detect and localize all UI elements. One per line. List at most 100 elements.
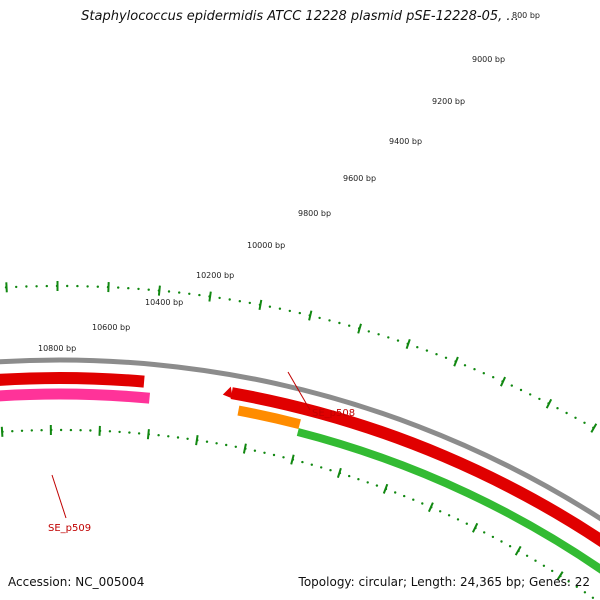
tick-label-partial: 800 bp: [512, 11, 540, 20]
inner-ruler-tick: [0, 426, 4, 437]
ruler-dot: [510, 384, 513, 387]
ruler-dot: [127, 287, 130, 290]
inner-ruler-dot: [167, 435, 170, 438]
inner-ruler-dot: [439, 510, 442, 513]
ruler-tick: [308, 310, 313, 321]
ruler-dot: [137, 287, 140, 291]
inner-ruler-dot: [421, 502, 424, 505]
inner-ruler-dot: [128, 431, 131, 434]
orf-arc-pink[interactable]: [0, 388, 151, 486]
gene-arrow-head: [222, 386, 233, 399]
inner-ruler-dot: [567, 580, 570, 583]
ruler-dot: [66, 284, 69, 288]
ruler-dot: [435, 353, 438, 356]
inner-ruler-tick: [556, 571, 564, 581]
inner-ruler-dot: [500, 540, 503, 543]
orf-arc-green[interactable]: [296, 428, 600, 585]
ruler-dot: [574, 416, 577, 419]
inner-ruler-dot: [551, 569, 554, 573]
inner-ruler-dot: [118, 430, 121, 434]
gene-label-se-p508[interactable]: SE_p508: [312, 408, 355, 419]
ruler-dot: [198, 293, 201, 297]
gene-label-leader-se-p508: [287, 371, 311, 411]
ruler-dot: [218, 296, 221, 300]
ruler-tick: [357, 323, 362, 334]
accession-text: Accession: NC_005004: [8, 575, 145, 589]
ruler-tick: [5, 282, 8, 293]
ruler-dot: [248, 301, 251, 305]
inner-ruler-dot: [253, 449, 257, 452]
inner-ruler-dots: [0, 424, 595, 599]
inner-ruler-dot: [591, 596, 595, 599]
orf-arc-orange[interactable]: [237, 405, 301, 430]
inner-ruler-dot: [583, 591, 587, 594]
ruler-dot: [117, 286, 120, 289]
inner-ruler-dot: [176, 436, 180, 439]
inner-ruler-dot: [456, 518, 460, 521]
inner-ruler-dot: [525, 554, 529, 557]
ruler-dot: [444, 356, 448, 359]
ruler-tick-labels: 9000 bp 9200 bp 9400 bp 9600 bp 9800 bp …: [38, 11, 540, 353]
ruler-dot: [96, 285, 100, 288]
ruler-dot: [473, 368, 476, 371]
inner-ruler-dot: [11, 430, 14, 433]
gene-arc-forward[interactable]: [0, 372, 145, 471]
ruler-dot: [463, 364, 467, 367]
ruler-dot: [167, 290, 171, 293]
inner-ruler-dot: [320, 466, 323, 469]
inner-ruler-dot: [272, 453, 276, 457]
inner-ruler-dot: [375, 484, 379, 487]
tick-label-10000: 10000 bp: [247, 241, 285, 250]
inner-ruler-dot: [205, 440, 209, 443]
summary-text: Topology: circular; Length: 24,365 bp; G…: [298, 575, 590, 589]
tick-label-10200: 10200 bp: [196, 271, 234, 280]
inner-ruler-dot: [59, 428, 63, 432]
ruler-dot: [15, 285, 18, 289]
inner-ruler-dot: [108, 430, 112, 433]
ruler-dot: [318, 316, 321, 320]
ruler-dot: [538, 397, 541, 401]
inner-ruler-tick: [427, 502, 434, 513]
inner-ruler-dot: [30, 429, 33, 432]
inner-ruler-tick: [242, 443, 247, 454]
ruler-dot: [238, 300, 241, 303]
gene-arc-forward[interactable]: [230, 387, 600, 565]
ruler-dot: [348, 324, 351, 327]
ruler-tick: [453, 356, 459, 367]
ruler-ticks: [5, 281, 598, 433]
inner-ruler-dot: [447, 514, 451, 517]
ruler-dot: [328, 319, 331, 322]
backbone-ring: [0, 357, 600, 522]
tick-label-9800: 9800 bp: [298, 209, 331, 218]
inner-ruler-dot: [20, 429, 24, 432]
inner-ruler-dot: [542, 564, 546, 567]
inner-ruler-dot: [575, 585, 578, 588]
ruler-tick: [208, 291, 212, 302]
ruler-dot: [188, 292, 191, 295]
ruler-dot: [492, 376, 495, 379]
ruler-tick: [258, 299, 263, 310]
ruler-tick: [499, 376, 507, 387]
ruler-dot: [519, 388, 523, 392]
map-title: Staphylococcus epidermidis ATCC 12228 pl…: [81, 9, 519, 24]
inner-ruler-dot: [40, 429, 43, 432]
inner-ruler-dot: [483, 531, 486, 534]
inner-ruler-dot: [403, 494, 406, 498]
ruler-dot: [556, 407, 559, 410]
inner-ruler-dot: [357, 478, 360, 481]
ruler-dot: [35, 285, 38, 288]
ruler-dot: [178, 291, 181, 294]
inner-ruler-dot: [465, 522, 468, 525]
inner-ruler-dot: [329, 469, 332, 472]
ruler-dot: [583, 421, 586, 424]
ruler-dot: [45, 284, 48, 288]
gene-label-se-p509[interactable]: SE_p509: [48, 523, 91, 534]
inner-ruler-dot: [491, 535, 495, 539]
inner-ruler-dot: [301, 460, 304, 464]
tick-label-10600: 10600 bp: [92, 323, 130, 332]
inner-ruler-dot: [186, 437, 189, 440]
tick-label-10400: 10400 bp: [145, 298, 183, 307]
inner-ruler-dot: [225, 443, 228, 447]
